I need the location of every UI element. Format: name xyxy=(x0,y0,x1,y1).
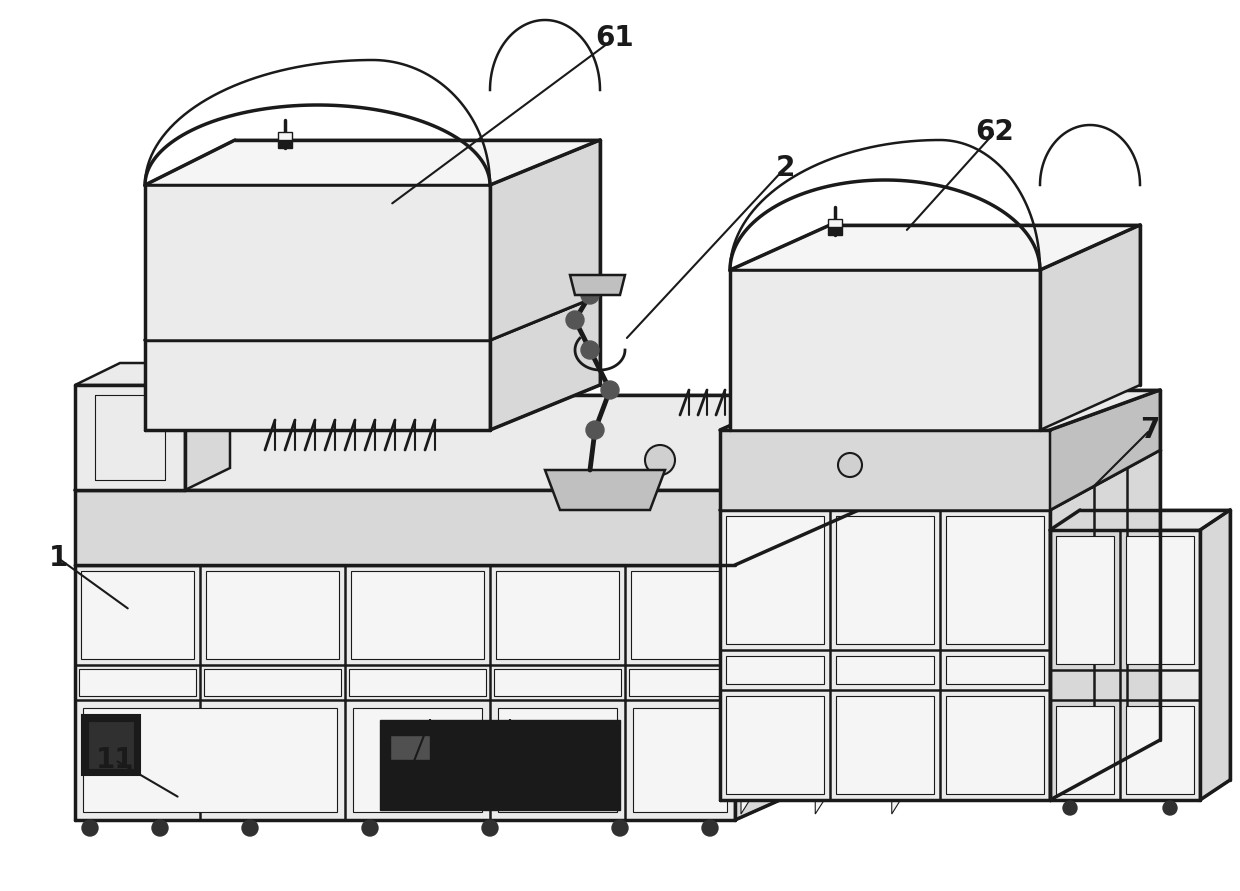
Polygon shape xyxy=(1056,706,1114,794)
Polygon shape xyxy=(725,516,825,644)
Polygon shape xyxy=(353,708,482,812)
Polygon shape xyxy=(79,669,196,696)
Polygon shape xyxy=(720,430,1050,510)
Polygon shape xyxy=(828,227,842,235)
Polygon shape xyxy=(742,555,804,730)
Polygon shape xyxy=(1050,510,1230,530)
Polygon shape xyxy=(74,363,229,385)
Polygon shape xyxy=(379,720,620,810)
Polygon shape xyxy=(946,656,1044,684)
Circle shape xyxy=(482,820,498,836)
Polygon shape xyxy=(278,140,291,148)
Polygon shape xyxy=(735,465,960,820)
Polygon shape xyxy=(946,516,1044,644)
Polygon shape xyxy=(546,470,665,510)
Polygon shape xyxy=(725,656,825,684)
Polygon shape xyxy=(1126,536,1194,664)
Polygon shape xyxy=(82,715,140,775)
Circle shape xyxy=(82,820,98,836)
Polygon shape xyxy=(720,390,1159,430)
Polygon shape xyxy=(815,471,879,643)
Polygon shape xyxy=(145,140,600,185)
Circle shape xyxy=(587,421,604,439)
Circle shape xyxy=(242,820,258,836)
Polygon shape xyxy=(74,565,735,820)
Polygon shape xyxy=(185,363,229,490)
Polygon shape xyxy=(946,696,1044,794)
Polygon shape xyxy=(720,450,1159,510)
Polygon shape xyxy=(206,571,339,659)
Circle shape xyxy=(1063,801,1078,815)
Circle shape xyxy=(153,820,167,836)
Polygon shape xyxy=(74,465,960,565)
Circle shape xyxy=(702,820,718,836)
Polygon shape xyxy=(892,471,954,643)
Circle shape xyxy=(1163,801,1177,815)
Text: 7: 7 xyxy=(1141,416,1159,444)
Polygon shape xyxy=(494,669,621,696)
Polygon shape xyxy=(1050,390,1159,510)
Polygon shape xyxy=(735,395,960,565)
Polygon shape xyxy=(498,708,618,812)
Text: 61: 61 xyxy=(595,24,635,52)
Polygon shape xyxy=(1040,225,1140,430)
Polygon shape xyxy=(391,735,430,760)
Circle shape xyxy=(645,445,675,475)
Circle shape xyxy=(582,286,599,304)
Polygon shape xyxy=(74,490,735,565)
Polygon shape xyxy=(1126,706,1194,794)
Polygon shape xyxy=(632,708,727,812)
Polygon shape xyxy=(74,395,960,490)
Polygon shape xyxy=(836,696,934,794)
Polygon shape xyxy=(815,642,879,814)
Polygon shape xyxy=(629,669,732,696)
Polygon shape xyxy=(742,471,804,643)
Polygon shape xyxy=(278,132,291,140)
Text: 62: 62 xyxy=(976,118,1014,146)
Polygon shape xyxy=(892,642,954,814)
Polygon shape xyxy=(1200,510,1230,800)
Polygon shape xyxy=(836,656,934,684)
Text: 1: 1 xyxy=(48,544,68,572)
Polygon shape xyxy=(1056,536,1114,664)
Polygon shape xyxy=(81,571,193,659)
Polygon shape xyxy=(730,270,1040,430)
Polygon shape xyxy=(631,571,729,659)
Circle shape xyxy=(565,311,584,329)
Polygon shape xyxy=(1050,530,1200,800)
Text: 2: 2 xyxy=(775,154,795,182)
Polygon shape xyxy=(88,721,134,769)
Circle shape xyxy=(613,820,627,836)
Circle shape xyxy=(362,820,378,836)
Polygon shape xyxy=(730,225,1140,270)
Circle shape xyxy=(838,453,862,477)
Polygon shape xyxy=(720,510,1050,800)
Polygon shape xyxy=(145,340,490,430)
Polygon shape xyxy=(815,555,879,730)
Polygon shape xyxy=(490,295,600,430)
Polygon shape xyxy=(742,642,804,814)
Circle shape xyxy=(601,381,619,399)
Circle shape xyxy=(582,341,599,359)
Polygon shape xyxy=(828,219,842,227)
Polygon shape xyxy=(570,275,625,295)
Polygon shape xyxy=(74,385,185,490)
Polygon shape xyxy=(145,185,490,340)
Polygon shape xyxy=(348,669,486,696)
Polygon shape xyxy=(496,571,619,659)
Polygon shape xyxy=(83,708,337,812)
Polygon shape xyxy=(145,295,600,340)
Polygon shape xyxy=(836,516,934,644)
Polygon shape xyxy=(351,571,484,659)
Polygon shape xyxy=(205,669,341,696)
Polygon shape xyxy=(1050,450,1159,800)
Polygon shape xyxy=(892,555,954,730)
Text: 11: 11 xyxy=(95,746,134,774)
Polygon shape xyxy=(725,696,825,794)
Polygon shape xyxy=(490,140,600,340)
